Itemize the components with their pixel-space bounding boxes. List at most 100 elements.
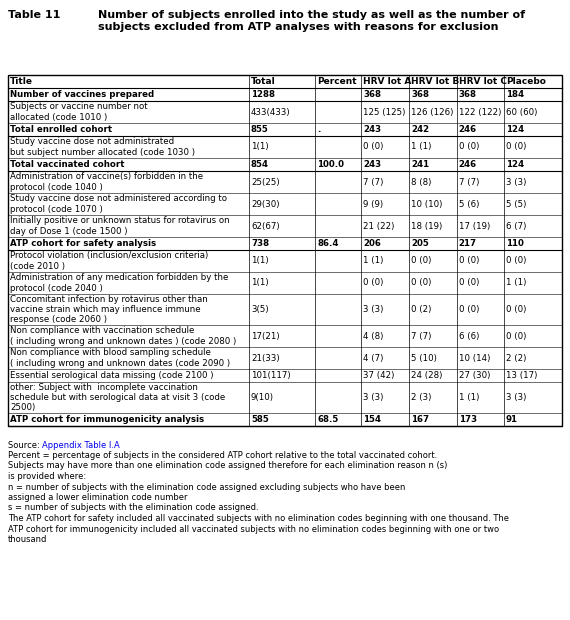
Text: but subject number allocated (code 1030 ): but subject number allocated (code 1030 … [10,148,195,157]
Text: .: . [317,125,321,134]
Text: 124: 124 [506,125,524,134]
Text: 68.5: 68.5 [317,415,339,424]
Text: 0 (0): 0 (0) [459,305,479,314]
Text: 10 (10): 10 (10) [411,200,442,208]
Text: Title: Title [10,77,33,86]
Text: 100.0: 100.0 [317,160,344,169]
Text: other: Subject with  incomplete vaccination: other: Subject with incomplete vaccinati… [10,383,198,392]
Text: 2 (2): 2 (2) [506,353,526,363]
Text: Study vaccine dose not administrated: Study vaccine dose not administrated [10,137,174,146]
Text: 1 (1): 1 (1) [459,393,479,402]
Text: allocated (code 1010 ): allocated (code 1010 ) [10,113,107,122]
Text: 246: 246 [459,160,477,169]
Text: 27 (30): 27 (30) [459,371,490,380]
Text: Total: Total [251,77,276,86]
Text: ( including wrong and unknown dates (code 2090 ): ( including wrong and unknown dates (cod… [10,359,230,368]
Text: 86.4: 86.4 [317,239,339,248]
Text: Non compliance with blood sampling schedule: Non compliance with blood sampling sched… [10,348,211,357]
Text: 125 (125): 125 (125) [364,107,406,117]
Text: is provided where:: is provided where: [8,472,86,481]
Text: HRV lot B: HRV lot B [411,77,459,86]
Text: Number of vaccines prepared: Number of vaccines prepared [10,90,154,99]
Text: Protocol violation (inclusion/exclusion criteria): Protocol violation (inclusion/exclusion … [10,251,208,260]
Text: 0 (0): 0 (0) [459,257,479,265]
Text: Appendix Table I.A: Appendix Table I.A [42,440,120,450]
Text: 241: 241 [411,160,429,169]
Text: ATP cohort for safety analysis: ATP cohort for safety analysis [10,239,156,248]
Text: Subjects or vaccine number not: Subjects or vaccine number not [10,102,148,111]
Text: 25(25): 25(25) [251,177,280,187]
Text: 368: 368 [459,90,477,99]
Text: 167: 167 [411,415,429,424]
Text: 1 (1): 1 (1) [411,143,431,151]
Text: Study vaccine dose not administered according to: Study vaccine dose not administered acco… [10,194,227,203]
Text: response (code 2060 ): response (code 2060 ) [10,316,107,324]
Text: 7 (7): 7 (7) [411,332,431,340]
Text: 18 (19): 18 (19) [411,221,442,231]
Text: 37 (42): 37 (42) [364,371,395,380]
Text: 855: 855 [251,125,268,134]
Text: 2 (3): 2 (3) [411,393,431,402]
Text: 9 (9): 9 (9) [364,200,384,208]
Text: schedule but with serological data at visit 3 (code: schedule but with serological data at vi… [10,393,225,402]
Text: Non compliance with vaccination schedule: Non compliance with vaccination schedule [10,326,194,335]
Text: 184: 184 [506,90,524,99]
Text: 7 (7): 7 (7) [364,177,384,187]
Text: n = number of subjects with the elimination code assigned excluding subjects who: n = number of subjects with the eliminat… [8,482,405,492]
Text: s = number of subjects with the elimination code assigned.: s = number of subjects with the eliminat… [8,503,259,513]
Text: 585: 585 [251,415,268,424]
Text: 62(67): 62(67) [251,221,280,231]
Text: Concomitant infection by rotavirus other than: Concomitant infection by rotavirus other… [10,294,207,304]
Text: 2500): 2500) [10,404,35,412]
Text: 3 (3): 3 (3) [364,393,384,402]
Text: Percent: Percent [317,77,357,86]
Text: 0 (0): 0 (0) [506,332,526,340]
Text: 154: 154 [364,415,381,424]
Text: 126 (126): 126 (126) [411,107,454,117]
Text: 4 (8): 4 (8) [364,332,384,340]
Text: assigned a lower elimination code number: assigned a lower elimination code number [8,493,188,502]
Text: The ATP cohort for safety included all vaccinated subjects with no elimination c: The ATP cohort for safety included all v… [8,514,509,523]
Text: 124: 124 [506,160,524,169]
Text: 0 (0): 0 (0) [506,257,526,265]
Text: 21(33): 21(33) [251,353,280,363]
Text: 738: 738 [251,239,269,248]
Text: protocol (code 2040 ): protocol (code 2040 ) [10,284,103,293]
Text: 217: 217 [459,239,477,248]
Text: 7 (7): 7 (7) [459,177,479,187]
Text: ( including wrong and unknown dates ) (code 2080 ): ( including wrong and unknown dates ) (c… [10,337,236,346]
Text: 1(1): 1(1) [251,143,268,151]
Text: 9(10): 9(10) [251,393,274,402]
Text: protocol (code 1070 ): protocol (code 1070 ) [10,205,103,214]
Text: 243: 243 [364,125,381,134]
Text: Percent = percentage of subjects in the considered ATP cohort relative to the to: Percent = percentage of subjects in the … [8,451,437,460]
Text: 3 (3): 3 (3) [506,393,526,402]
Text: 3 (3): 3 (3) [364,305,384,314]
Text: 0 (0): 0 (0) [506,143,526,151]
Text: 246: 246 [459,125,477,134]
Text: 368: 368 [411,90,429,99]
Text: 205: 205 [411,239,429,248]
Text: 1(1): 1(1) [251,278,268,288]
Text: (code 2010 ): (code 2010 ) [10,262,65,271]
Text: 10 (14): 10 (14) [459,353,490,363]
Text: 1 (1): 1 (1) [506,278,526,288]
Text: day of Dose 1 (code 1500 ): day of Dose 1 (code 1500 ) [10,227,128,236]
Text: Number of subjects enrolled into the study as well as the number of
subjects exc: Number of subjects enrolled into the stu… [98,10,525,32]
Text: 3 (3): 3 (3) [506,177,526,187]
Text: 17 (19): 17 (19) [459,221,490,231]
Text: 433(433): 433(433) [251,107,291,117]
Text: 24 (28): 24 (28) [411,371,442,380]
Text: 122 (122): 122 (122) [459,107,501,117]
Text: 8 (8): 8 (8) [411,177,431,187]
Text: 3(5): 3(5) [251,305,268,314]
Text: 5 (10): 5 (10) [411,353,437,363]
Text: Total vaccinated cohort: Total vaccinated cohort [10,160,124,169]
Text: ATP cohort for immunogenicity included all vaccinated subjects with no eliminati: ATP cohort for immunogenicity included a… [8,525,499,533]
Text: 5 (5): 5 (5) [506,200,526,208]
Text: 21 (22): 21 (22) [364,221,395,231]
Text: 6 (7): 6 (7) [506,221,526,231]
Text: Administration of vaccine(s) forbidden in the: Administration of vaccine(s) forbidden i… [10,172,203,181]
Text: 29(30): 29(30) [251,200,279,208]
Text: 0 (0): 0 (0) [364,278,384,288]
